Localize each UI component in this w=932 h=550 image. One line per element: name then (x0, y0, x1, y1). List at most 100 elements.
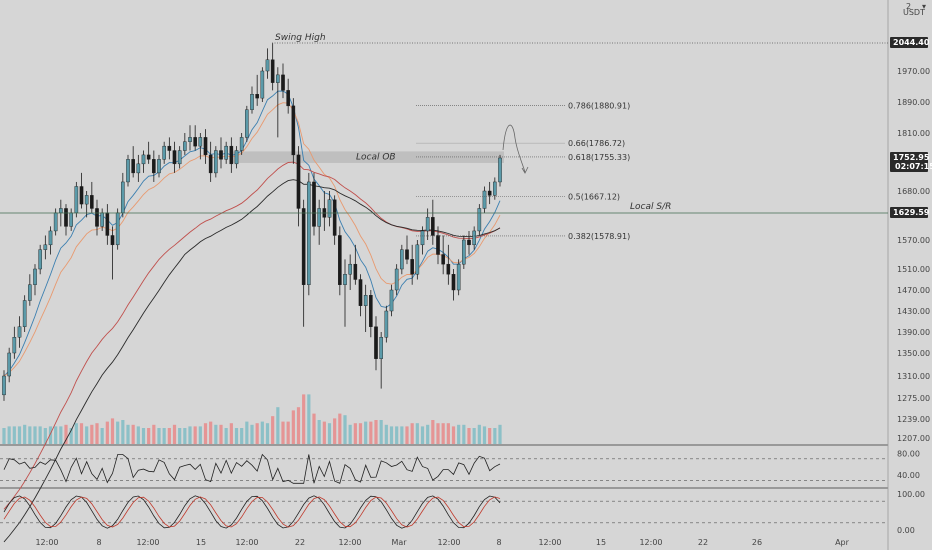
candle[interactable] (198, 133, 203, 160)
candle[interactable] (28, 274, 32, 306)
candle[interactable] (358, 274, 363, 317)
candle[interactable] (482, 186, 487, 213)
candle[interactable] (188, 125, 192, 151)
candle[interactable] (389, 284, 394, 317)
candle[interactable] (17, 316, 22, 348)
candle[interactable] (281, 63, 285, 99)
candle[interactable] (239, 133, 244, 155)
candle[interactable] (224, 141, 228, 164)
candle[interactable] (208, 141, 213, 182)
candle[interactable] (260, 67, 265, 102)
candle[interactable] (436, 226, 440, 265)
candle[interactable] (146, 141, 151, 164)
candle[interactable] (276, 67, 280, 138)
volume-bar (203, 423, 208, 444)
candle[interactable] (214, 146, 218, 178)
candle[interactable] (270, 43, 275, 91)
candle[interactable] (265, 48, 270, 79)
candle[interactable] (74, 181, 79, 218)
candle[interactable] (312, 172, 316, 236)
candle[interactable] (467, 230, 471, 255)
candle[interactable] (487, 181, 492, 205)
candle[interactable] (472, 226, 476, 250)
candle[interactable] (167, 137, 172, 160)
candle[interactable] (64, 204, 68, 236)
candle[interactable] (498, 154, 502, 187)
candle[interactable] (400, 244, 404, 275)
candle[interactable] (353, 244, 358, 285)
candle[interactable] (245, 105, 249, 142)
candle[interactable] (219, 137, 223, 169)
candle[interactable] (136, 154, 141, 182)
candle[interactable] (152, 150, 156, 182)
candle[interactable] (162, 141, 166, 164)
candle[interactable] (493, 177, 497, 200)
candle[interactable] (286, 78, 290, 114)
candle[interactable] (141, 150, 146, 173)
candle[interactable] (234, 146, 239, 169)
candle[interactable] (7, 347, 11, 383)
time-axis[interactable]: 12:00 8 12:00 15 12:00 22 12:00 Mar 12:00 8 12:00 1… (35, 538, 849, 547)
candle[interactable] (425, 208, 430, 240)
candle[interactable] (441, 235, 445, 275)
stoch-panel[interactable]: 100.00 0.00 (0, 490, 925, 535)
candle-body (115, 212, 120, 246)
candle[interactable] (384, 305, 389, 343)
price-axis[interactable]: 1970.00 1890.00 1810.00 1680.00 1570.00 1510.… (890, 37, 932, 443)
candle[interactable] (48, 226, 53, 255)
candle[interactable] (462, 235, 466, 269)
candle[interactable] (95, 199, 99, 236)
candle[interactable] (451, 269, 456, 301)
candle[interactable] (255, 74, 259, 106)
rsi-panel[interactable]: 80.00 40.00 (0, 449, 920, 484)
candle[interactable] (332, 195, 337, 245)
currency-label[interactable]: USDT (903, 8, 925, 17)
candle[interactable] (301, 199, 306, 327)
currency-dropdown-icon[interactable]: ▾ (922, 2, 926, 11)
candle[interactable] (343, 259, 347, 327)
candle[interactable] (338, 226, 342, 296)
candle[interactable] (379, 332, 383, 389)
candle[interactable] (394, 264, 399, 296)
candle[interactable] (363, 284, 368, 332)
candle[interactable] (348, 254, 352, 291)
candle[interactable] (374, 316, 378, 371)
candle[interactable] (12, 326, 17, 359)
candle[interactable] (172, 141, 177, 173)
candle[interactable] (410, 244, 414, 285)
candle[interactable] (131, 146, 135, 178)
candle[interactable] (431, 199, 435, 245)
candlesticks[interactable] (2, 43, 502, 401)
candle[interactable] (43, 235, 48, 260)
candle[interactable] (22, 295, 27, 332)
candle[interactable] (250, 86, 254, 114)
candle[interactable] (203, 129, 208, 164)
candle[interactable] (456, 259, 461, 296)
candle[interactable] (90, 181, 94, 213)
candle[interactable] (229, 137, 234, 173)
candle[interactable] (193, 125, 197, 151)
annotations: Swing High Local OB Local S/R 0.786(1880.91… (0, 33, 888, 241)
candle[interactable] (33, 264, 37, 296)
candle[interactable] (369, 290, 373, 338)
candle[interactable] (183, 133, 187, 155)
candle[interactable] (405, 235, 409, 265)
candle[interactable] (420, 226, 425, 255)
candle[interactable] (126, 154, 130, 187)
candle[interactable] (446, 244, 451, 285)
candle[interactable] (115, 208, 120, 250)
candle[interactable] (327, 191, 332, 227)
candle[interactable] (110, 226, 115, 280)
candle[interactable] (157, 154, 161, 178)
candle[interactable] (2, 370, 6, 401)
candle[interactable] (79, 172, 84, 209)
candle[interactable] (317, 199, 321, 245)
candle[interactable] (415, 240, 420, 280)
candle[interactable] (291, 98, 296, 164)
candle[interactable] (38, 244, 42, 275)
candle[interactable] (307, 172, 311, 296)
candle[interactable] (477, 204, 482, 236)
candle[interactable] (177, 146, 182, 169)
